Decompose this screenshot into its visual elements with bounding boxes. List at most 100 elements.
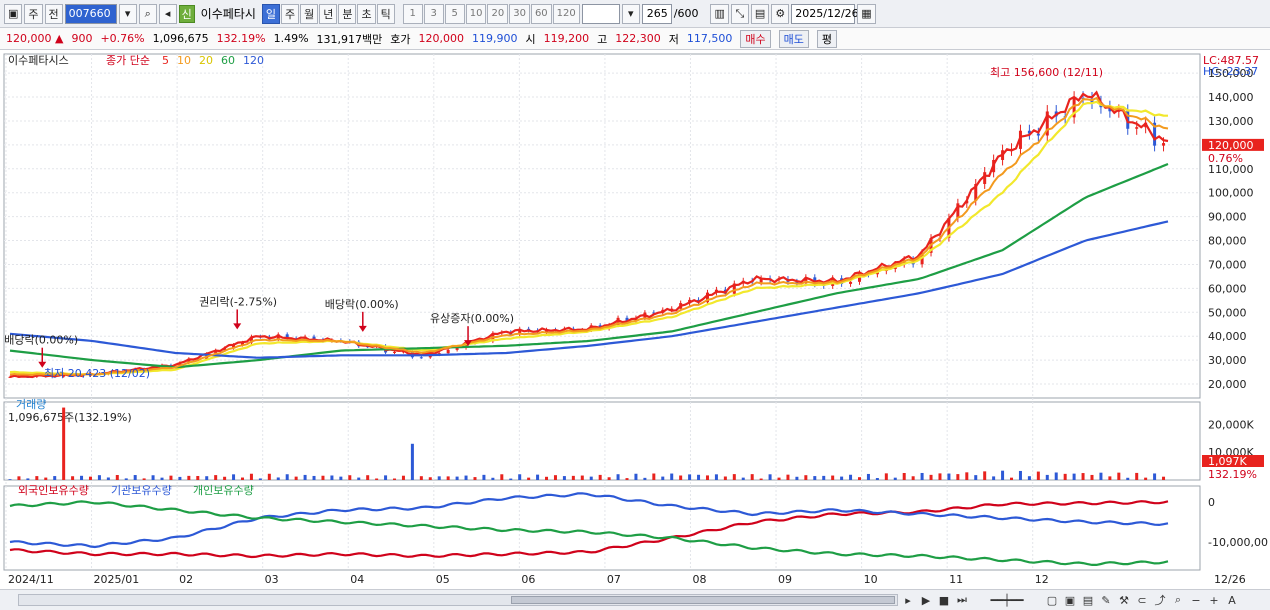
interval-tab-30[interactable]: 30 [509, 3, 530, 24]
volume-bar [804, 475, 808, 480]
volume-current-pct: 132.19% [1208, 468, 1257, 481]
volume-bar [1072, 473, 1076, 480]
price-candle [1027, 130, 1031, 134]
search-icon[interactable]: ⌕ [138, 3, 157, 24]
low-label: 저 [668, 32, 679, 46]
interval-tab-120[interactable]: 120 [552, 3, 580, 24]
volume-bar [625, 478, 629, 480]
period-tab-2[interactable]: 월 [300, 3, 319, 24]
price-candle [1153, 122, 1157, 146]
volume-bar [464, 475, 468, 480]
x-tick-label: 12/26 [1214, 573, 1246, 586]
volume-bar [589, 476, 593, 480]
volume-bar [741, 477, 745, 480]
chevron-down-icon[interactable]: ▾ [621, 3, 640, 24]
period-tab-1[interactable]: 주 [280, 3, 300, 24]
ma-line-60 [9, 162, 1169, 369]
volume-value: 1,096,675 [152, 32, 209, 45]
volume-bar [536, 474, 540, 480]
chevron-down-icon[interactable]: ▾ [118, 3, 137, 24]
zoom-slider[interactable]: ━━┿━━ [990, 593, 1024, 607]
period-tab-6[interactable]: 틱 [376, 3, 395, 24]
volume-bar [196, 475, 200, 480]
stock-code-input[interactable]: 007660 [64, 3, 117, 24]
minus-icon[interactable]: − [1191, 593, 1201, 607]
save-icon[interactable]: ▤ [750, 3, 770, 24]
x-tick-label: 07 [607, 573, 621, 586]
event-arrow-head [233, 323, 242, 330]
x-tick-label: 03 [265, 573, 279, 586]
volume-bar [1099, 472, 1103, 480]
volume-bar [768, 474, 772, 480]
fast-forward-icon[interactable]: ⏭ [957, 593, 967, 606]
price-tick-label: 90,000 [1208, 211, 1247, 224]
stock-chart[interactable]: 150,000 140,000 130,000 120,000 110,000 100,0… [0, 50, 1270, 589]
price-candle [1108, 107, 1112, 112]
play-icon[interactable]: ▶ [921, 593, 931, 607]
bar-count-input[interactable]: 265 [641, 3, 672, 24]
gear-icon[interactable]: ⚙ [771, 3, 790, 24]
layout-icon[interactable]: ▣ [1064, 593, 1076, 607]
magnet-icon[interactable]: ⊂ [1137, 593, 1147, 607]
interval-tab-10[interactable]: 10 [465, 3, 487, 24]
holdings-tick-label: 0 [1208, 496, 1215, 509]
volume-bar [455, 476, 459, 480]
price-tick-label: 130,000 [1208, 115, 1254, 128]
interval-tab-20[interactable]: 20 [487, 3, 509, 24]
price-candle [232, 344, 236, 349]
period-tab-4[interactable]: 분 [338, 3, 357, 24]
eval-button[interactable]: 평 [816, 29, 838, 48]
plus-icon[interactable]: + [1209, 593, 1219, 607]
period-tab-5[interactable]: 초 [357, 3, 376, 24]
price-tick-label: 80,000 [1208, 235, 1247, 248]
price-candle [804, 277, 808, 284]
zoom-icon[interactable]: ⌕ [1174, 593, 1182, 606]
interval-tab-1[interactable]: 1 [402, 3, 423, 24]
scroll-thumb[interactable] [511, 596, 895, 604]
volume-bar [178, 476, 182, 480]
period-tab-3[interactable]: 년 [319, 3, 338, 24]
buy-button[interactable]: 매수 [740, 29, 771, 48]
stop-icon[interactable]: ■ [938, 593, 950, 607]
tools-icon[interactable]: ⚒ [1119, 593, 1129, 607]
volume-ratio: 132.19% [216, 32, 266, 45]
sell-button[interactable]: 매도 [778, 29, 809, 48]
prev-icon[interactable]: ▸ [905, 593, 911, 607]
volume-bar [1054, 472, 1058, 480]
event-annotation: 배당락(0.00%) [4, 334, 78, 347]
window-icon[interactable]: ▢ [1046, 593, 1058, 607]
interval-tab-5[interactable]: 5 [444, 3, 465, 24]
volume-bar [679, 475, 683, 480]
speaker-icon[interactable]: ◂ [158, 3, 177, 24]
price-candle [455, 348, 459, 350]
event-annotation: 권리락(-2.75%) [199, 295, 277, 308]
interval-tab-60[interactable]: 60 [530, 3, 552, 24]
volume-bar [1027, 476, 1031, 480]
period-tab-0[interactable]: 일 [261, 3, 280, 24]
window-icon[interactable]: ▣ [4, 3, 23, 24]
interval-tab-3[interactable]: 3 [423, 3, 444, 24]
price-candle [312, 336, 316, 340]
interval-custom-input[interactable] [581, 3, 620, 24]
export-icon[interactable]: ▤ [1082, 593, 1094, 607]
market-select[interactable]: 주 [24, 3, 43, 24]
price-candle [419, 357, 423, 359]
font-size-icon[interactable]: A [1228, 593, 1236, 607]
chart-scrollbar[interactable] [18, 594, 898, 606]
price-change-pct: +0.76% [100, 32, 145, 45]
volume-bar [124, 478, 128, 480]
date-input[interactable]: 2025/12/26 [791, 3, 859, 24]
trade-amount: 131,917백만 [316, 32, 383, 46]
view-select[interactable]: 전 [44, 3, 63, 24]
draw-icon[interactable]: ✎ [1101, 593, 1111, 607]
chart-icon[interactable]: ⤴ [1154, 594, 1166, 607]
tools-icon[interactable]: ⤡ [730, 3, 749, 24]
price-candle [759, 278, 763, 283]
price-candle [1162, 143, 1166, 146]
volume-bar [428, 477, 432, 480]
volume-bar [884, 473, 888, 480]
candle-icon[interactable]: ▥ [710, 3, 729, 24]
calendar-icon[interactable]: ▦ [857, 3, 876, 24]
volume-bar [598, 474, 602, 480]
